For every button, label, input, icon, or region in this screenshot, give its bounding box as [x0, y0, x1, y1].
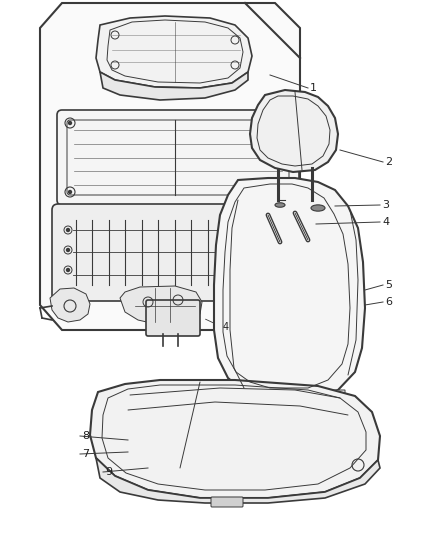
Circle shape: [285, 122, 287, 125]
Text: 4: 4: [382, 217, 389, 227]
Polygon shape: [40, 3, 300, 330]
Circle shape: [67, 248, 70, 252]
FancyBboxPatch shape: [146, 300, 200, 336]
Circle shape: [297, 248, 300, 252]
Polygon shape: [96, 458, 380, 503]
Polygon shape: [214, 178, 365, 400]
Circle shape: [68, 190, 71, 193]
Text: 3: 3: [382, 200, 389, 210]
Circle shape: [297, 229, 300, 231]
Polygon shape: [90, 380, 380, 498]
Text: 5: 5: [385, 280, 392, 290]
Text: 7: 7: [82, 449, 89, 459]
Ellipse shape: [311, 205, 325, 211]
Text: 9: 9: [105, 467, 112, 477]
Text: 6: 6: [385, 297, 392, 307]
Polygon shape: [120, 286, 202, 325]
FancyBboxPatch shape: [52, 204, 314, 301]
Text: 2: 2: [385, 157, 392, 167]
Circle shape: [297, 269, 300, 271]
Polygon shape: [250, 90, 338, 172]
Polygon shape: [96, 16, 252, 88]
Circle shape: [67, 269, 70, 271]
Polygon shape: [100, 72, 248, 100]
Polygon shape: [235, 390, 345, 420]
Circle shape: [67, 229, 70, 231]
Ellipse shape: [275, 203, 285, 207]
Text: 8: 8: [82, 431, 89, 441]
FancyBboxPatch shape: [57, 110, 299, 205]
Circle shape: [68, 122, 71, 125]
Circle shape: [285, 190, 287, 193]
Text: 4: 4: [223, 322, 229, 332]
FancyBboxPatch shape: [211, 497, 243, 507]
Polygon shape: [50, 288, 90, 322]
Text: 1: 1: [310, 83, 317, 93]
